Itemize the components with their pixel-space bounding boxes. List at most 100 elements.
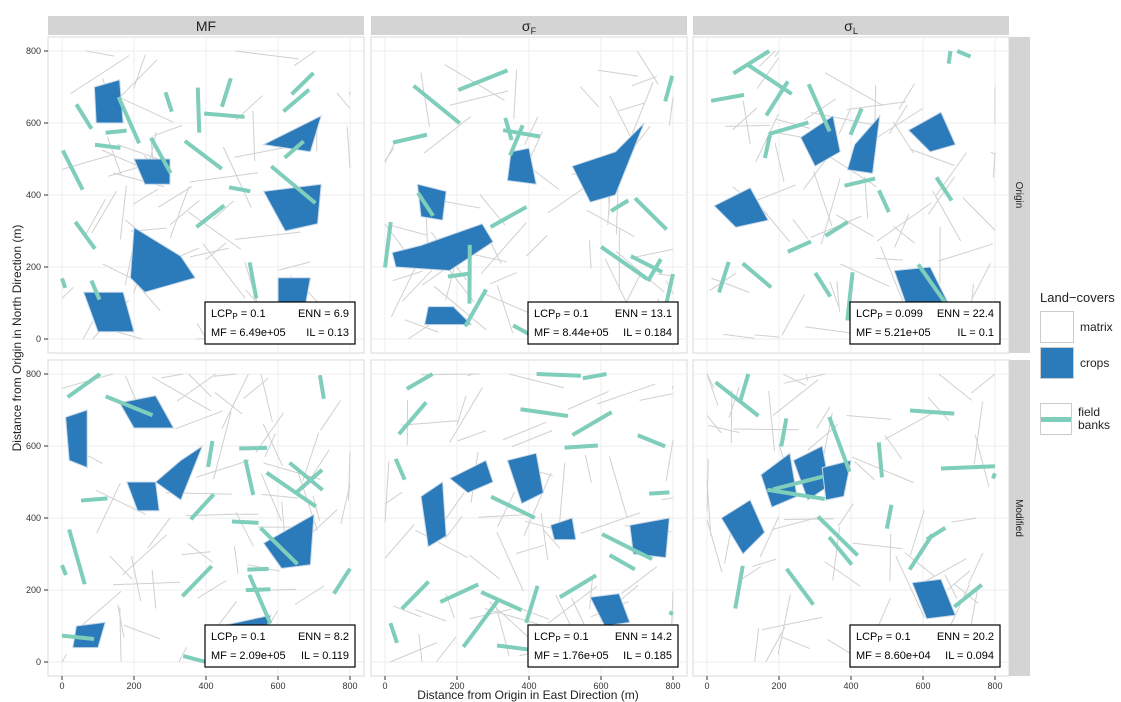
matrix-edge	[580, 512, 641, 534]
y-tick-label: 400	[26, 513, 41, 523]
matrix-edge	[523, 472, 552, 536]
x-tick-label: 800	[665, 681, 680, 691]
crop-patch	[506, 147, 537, 185]
matrix-edge	[178, 647, 188, 663]
field-bank	[733, 565, 745, 609]
matrix-edge	[119, 607, 122, 663]
matrix-edge	[96, 482, 121, 534]
y-tick-label: 200	[26, 585, 41, 595]
matrix-edge	[597, 69, 638, 77]
field-bank	[508, 124, 525, 157]
field-bank	[646, 258, 663, 283]
field-bank	[89, 279, 102, 301]
matrix-edge	[489, 240, 502, 264]
matrix-edge	[243, 377, 269, 399]
field-bank	[558, 573, 598, 599]
matrix-edge	[836, 281, 841, 312]
matrix-edge	[824, 72, 884, 107]
matrix-edge	[935, 152, 967, 196]
field-bank	[786, 239, 812, 254]
matrix-edge	[761, 616, 823, 631]
field-bank	[447, 271, 471, 279]
panel-origin-2: LCPP = 0.099 ENN = 22.4 MF = 5.21e+05 IL = …	[692, 36, 1010, 354]
matrix-edge	[723, 333, 755, 339]
matrix-edge	[971, 263, 991, 299]
matrix-edge	[893, 225, 915, 244]
field-bank	[571, 410, 613, 437]
field-bank	[189, 492, 216, 521]
stats-il: IL = 0.185	[623, 650, 672, 662]
field-bank	[991, 472, 997, 480]
stats-enn: ENN = 14.2	[615, 631, 672, 643]
matrix-edge	[384, 491, 403, 505]
matrix-edge	[435, 636, 457, 663]
matrix-edge	[415, 529, 469, 559]
matrix-edge	[708, 424, 740, 434]
matrix-edge	[588, 240, 592, 269]
matrix-edge	[618, 102, 645, 112]
stats-mf: MF = 2.09e+05	[211, 650, 286, 662]
field-bank	[392, 132, 428, 145]
matrix-edge	[175, 410, 224, 430]
matrix-edge	[967, 552, 984, 584]
crop-patch	[720, 499, 766, 555]
crop-patch	[65, 409, 88, 469]
field-bank	[824, 220, 849, 238]
matrix-edge	[810, 215, 862, 238]
matrix-edge	[511, 430, 553, 448]
matrix-edge	[974, 434, 990, 487]
field-bank	[383, 221, 393, 268]
matrix-edge	[260, 373, 273, 423]
matrix-edge	[384, 524, 415, 559]
field-bank	[668, 610, 674, 616]
field-bank	[779, 418, 789, 447]
stats-il: IL = 0.184	[623, 327, 672, 339]
field-bank	[397, 400, 428, 436]
matrix-edge	[484, 608, 541, 626]
matrix-edge	[187, 543, 213, 563]
matrix-edge	[117, 144, 164, 162]
x-tick-label: 600	[915, 681, 930, 691]
row-strip-label: Modified	[1013, 499, 1024, 537]
column-strip: σF	[371, 16, 687, 36]
x-tick-label: 0	[382, 681, 387, 691]
matrix-edge	[540, 512, 549, 561]
matrix-edge	[783, 373, 826, 384]
x-tick-label: 800	[342, 681, 357, 691]
matrix-edge	[187, 211, 242, 250]
field-bank	[827, 535, 854, 566]
stats-enn: ENN = 13.1	[615, 308, 672, 320]
matrix-edge	[508, 373, 565, 389]
matrix-edge	[768, 390, 776, 452]
field-bank	[400, 580, 431, 611]
matrix-edge	[85, 50, 115, 57]
matrix-edge	[852, 542, 903, 550]
stats-box	[204, 624, 356, 668]
matrix-edge	[730, 390, 733, 443]
field-bank	[182, 654, 207, 664]
crop-patch	[629, 517, 670, 559]
matrix-edge	[548, 585, 598, 624]
matrix-edge	[781, 293, 806, 336]
crop-patch	[154, 444, 204, 501]
field-bank	[206, 440, 215, 468]
matrix-edge	[588, 577, 594, 610]
matrix-edge	[83, 198, 106, 238]
crop-patch	[416, 183, 447, 221]
matrix-edge	[805, 373, 809, 381]
matrix-edge	[777, 594, 791, 655]
column-strip: σL	[693, 16, 1009, 36]
field-bank	[180, 564, 214, 598]
matrix-edge	[754, 334, 780, 338]
matrix-edge	[233, 546, 239, 574]
y-tick-label: 800	[26, 369, 41, 379]
field-bank	[772, 474, 825, 492]
stats-mf: MF = 1.76e+05	[534, 650, 609, 662]
matrix-edge	[846, 414, 892, 420]
field-bank	[503, 117, 514, 141]
matrix-edge	[132, 188, 159, 205]
matrix-edge	[880, 246, 904, 301]
matrix-edge	[130, 555, 142, 602]
field-bank	[317, 374, 326, 400]
